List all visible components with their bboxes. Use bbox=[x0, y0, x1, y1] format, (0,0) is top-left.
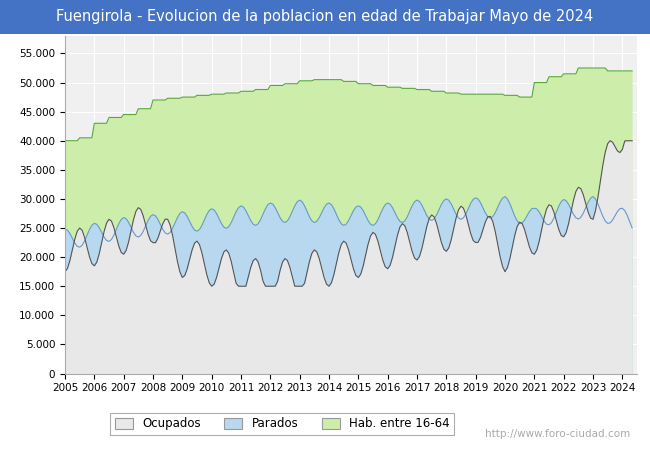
Text: Fuengirola - Evolucion de la poblacion en edad de Trabajar Mayo de 2024: Fuengirola - Evolucion de la poblacion e… bbox=[57, 9, 593, 24]
Legend: Ocupados, Parados, Hab. entre 16-64: Ocupados, Parados, Hab. entre 16-64 bbox=[111, 413, 454, 435]
Text: http://www.foro-ciudad.com: http://www.foro-ciudad.com bbox=[486, 429, 630, 439]
